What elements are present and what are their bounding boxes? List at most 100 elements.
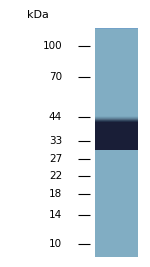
Bar [95,29,138,237]
Bar [95,29,138,246]
Bar [95,29,138,69]
Bar [95,29,138,85]
Bar [95,116,138,150]
Bar [95,29,138,225]
Bar [95,29,138,105]
Bar [95,29,138,210]
Bar [95,140,138,150]
Bar [95,29,138,224]
Bar [95,141,138,150]
Bar [95,29,138,166]
Bar [95,29,138,233]
Bar [95,129,138,150]
Bar [95,29,138,99]
Bar [95,29,138,144]
Text: 100: 100 [42,41,62,51]
Bar [95,29,138,43]
Bar [95,29,138,182]
Bar [95,29,138,188]
Bar [95,29,138,82]
Bar [95,29,138,214]
Bar [95,29,138,66]
Bar [95,29,138,185]
Bar [95,120,138,150]
Bar [95,29,138,217]
Bar [95,137,138,150]
Bar [95,29,138,70]
Bar [95,29,138,44]
Bar [95,30,138,257]
Bar [95,29,138,98]
Bar [95,143,138,150]
Bar [95,140,138,150]
Bar [95,123,138,150]
Bar [95,29,138,227]
Bar [95,29,138,56]
Bar [95,121,138,150]
Bar [95,144,138,150]
Bar [95,29,138,119]
Bar [95,29,138,34]
Bar [95,29,138,33]
Bar [95,134,138,150]
Bar [95,146,138,150]
Bar [95,29,138,130]
Bar [95,149,138,150]
Bar [95,139,138,150]
Bar [95,130,138,150]
Bar [95,130,138,150]
Bar [95,29,138,125]
Bar [95,138,138,150]
Bar [95,145,138,150]
Bar [95,122,138,150]
Bar [95,29,138,74]
Bar [95,136,138,150]
Bar [95,29,138,201]
Bar [95,29,138,115]
Bar [95,29,138,223]
Bar [95,126,138,150]
Bar [95,122,138,150]
Bar [95,146,138,150]
Bar [95,140,138,150]
Bar [95,29,138,210]
Bar [95,29,138,93]
Bar [95,29,138,49]
Bar [95,29,138,36]
Bar [95,29,138,150]
Text: 22: 22 [49,171,62,181]
Bar [95,123,138,150]
Bar [95,147,138,150]
Bar [95,133,138,150]
Bar [95,144,138,150]
Bar [95,146,138,150]
Bar [95,138,138,150]
Bar [95,128,138,150]
Bar [95,29,138,55]
Bar [95,29,138,139]
Bar [95,29,138,159]
Bar [95,29,138,173]
Bar [95,29,138,238]
Bar [95,29,138,69]
Bar [95,29,138,51]
Bar [95,121,138,150]
Bar [95,119,138,150]
Bar [95,132,138,150]
Bar [95,29,138,85]
Bar [95,121,138,150]
Bar [95,29,138,127]
Bar [95,136,138,150]
Bar [95,139,138,150]
Bar [95,133,138,150]
Bar [95,29,138,116]
Bar [95,29,138,49]
Bar [95,142,138,150]
Bar [95,29,138,45]
Bar [95,29,138,32]
Bar [95,29,138,240]
Bar [95,127,138,150]
Bar [95,132,138,150]
Bar [95,29,138,161]
Bar [95,131,138,150]
